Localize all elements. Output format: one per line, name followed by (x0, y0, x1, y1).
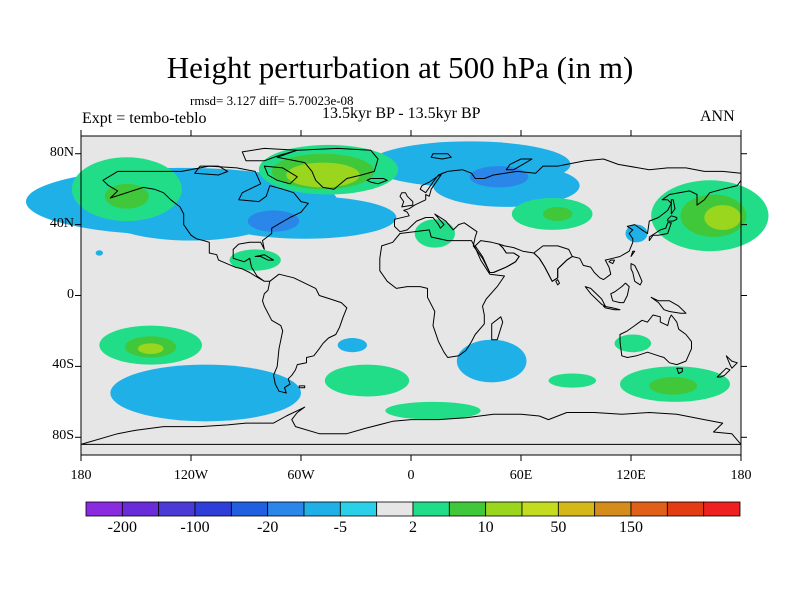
lat-tick-label: 40N (49, 215, 74, 231)
map-area (26, 135, 769, 456)
contour-region (229, 249, 281, 271)
coastline (474, 240, 520, 273)
coastline (716, 367, 731, 378)
coastline (584, 286, 606, 307)
coastline (630, 263, 643, 286)
colorbar-tick-label: 150 (619, 519, 643, 536)
colorbar-tick-label: -200 (107, 519, 137, 536)
coastline (505, 158, 533, 171)
coastline (379, 229, 505, 358)
lon-tick-label: 0 (407, 468, 415, 483)
coastline (610, 282, 630, 304)
coastline (619, 314, 692, 366)
coastline (650, 296, 687, 314)
colorbar-box (376, 501, 414, 517)
coastline (263, 165, 298, 185)
contour-region (286, 162, 360, 188)
coastline (298, 385, 306, 389)
contour-region (247, 210, 300, 232)
lat-tick-label: 0 (67, 286, 74, 302)
coastline (670, 199, 676, 215)
coastline (491, 316, 504, 341)
lon-tick-label: 60W (287, 468, 315, 483)
lon-tick-label: 120W (173, 468, 209, 483)
coastline (603, 305, 621, 311)
coastline (80, 406, 742, 445)
coastline (648, 222, 672, 242)
lon-tick-label: 180 (730, 468, 752, 483)
colorbar-box (557, 501, 596, 517)
colorbar-tick-label: -5 (333, 519, 347, 536)
coastline (399, 192, 414, 208)
coastline (366, 178, 388, 185)
colorbar-box (448, 501, 487, 517)
colorbar-box (121, 501, 160, 517)
contour-region (110, 364, 301, 422)
coastline (630, 250, 636, 257)
colorbar-box (230, 501, 269, 517)
colorbar-box (666, 501, 705, 517)
contour-region (614, 334, 652, 353)
colorbar-tick-label: -100 (180, 519, 210, 536)
lon-tick-label: 60E (509, 468, 533, 483)
contour-region (649, 377, 698, 395)
contour-region (456, 339, 527, 383)
contour-region (324, 364, 410, 397)
season-label: ANN (700, 108, 735, 125)
chart-subtitle: 13.5kyr BP - 13.5kyr BP (322, 105, 481, 122)
coastline (676, 367, 683, 374)
experiment-label: Expt = tembo-teblo (82, 110, 207, 127)
colorbar-tick-label: 10 (477, 519, 494, 536)
coastline (667, 215, 678, 222)
contour-region (543, 206, 573, 222)
coastline (102, 165, 309, 282)
colorbar-box (594, 501, 632, 517)
coastline (276, 147, 379, 190)
contour-region (337, 338, 368, 353)
coastlines (80, 147, 742, 445)
lon-tick-label: 180 (70, 468, 92, 483)
colorbar-box (703, 501, 741, 517)
colorbar-tick-label: 50 (550, 519, 567, 536)
colorbar-box (194, 501, 232, 517)
coastline (533, 245, 573, 282)
contour-region (414, 219, 456, 248)
contour-region (704, 205, 742, 230)
contour-region (469, 166, 529, 188)
colorbar-box (267, 501, 305, 517)
lat-tick-label: 80N (49, 144, 74, 160)
lon-tick-label: 120E (616, 468, 646, 483)
contour-region (95, 250, 104, 256)
chart-title: Height perturbation at 500 hPa (in m) (166, 50, 634, 85)
lat-tick-label: 40S (52, 357, 74, 373)
colorbar-box (85, 501, 123, 517)
colorbar-box (303, 501, 341, 517)
stats-line: rmsd= 3.127 diff= 5.70023e-08 (190, 93, 354, 108)
coastline (254, 254, 274, 261)
coastline (608, 259, 615, 265)
axis-ticks (75, 130, 747, 461)
colorbar-box (630, 501, 668, 517)
colorbar-box (412, 501, 450, 517)
colorbar (85, 501, 741, 517)
coastline (555, 279, 560, 286)
contour-regions (26, 141, 769, 422)
colorbar-box (158, 501, 196, 517)
lat-tick-label: 80S (52, 428, 74, 444)
coastline (430, 153, 452, 160)
colorbar-box (485, 501, 523, 517)
coastline (262, 273, 348, 394)
colorbar-tick-label: -20 (256, 519, 279, 536)
colorbar-box (339, 501, 378, 517)
coastline (241, 147, 298, 162)
colorbar-box (521, 501, 559, 517)
colorbar-tick-label: 2 (409, 519, 417, 536)
coastline (725, 355, 738, 369)
contour-region (385, 401, 481, 420)
contour-region (548, 373, 597, 388)
coastline (194, 165, 229, 176)
contour-region (137, 343, 164, 354)
